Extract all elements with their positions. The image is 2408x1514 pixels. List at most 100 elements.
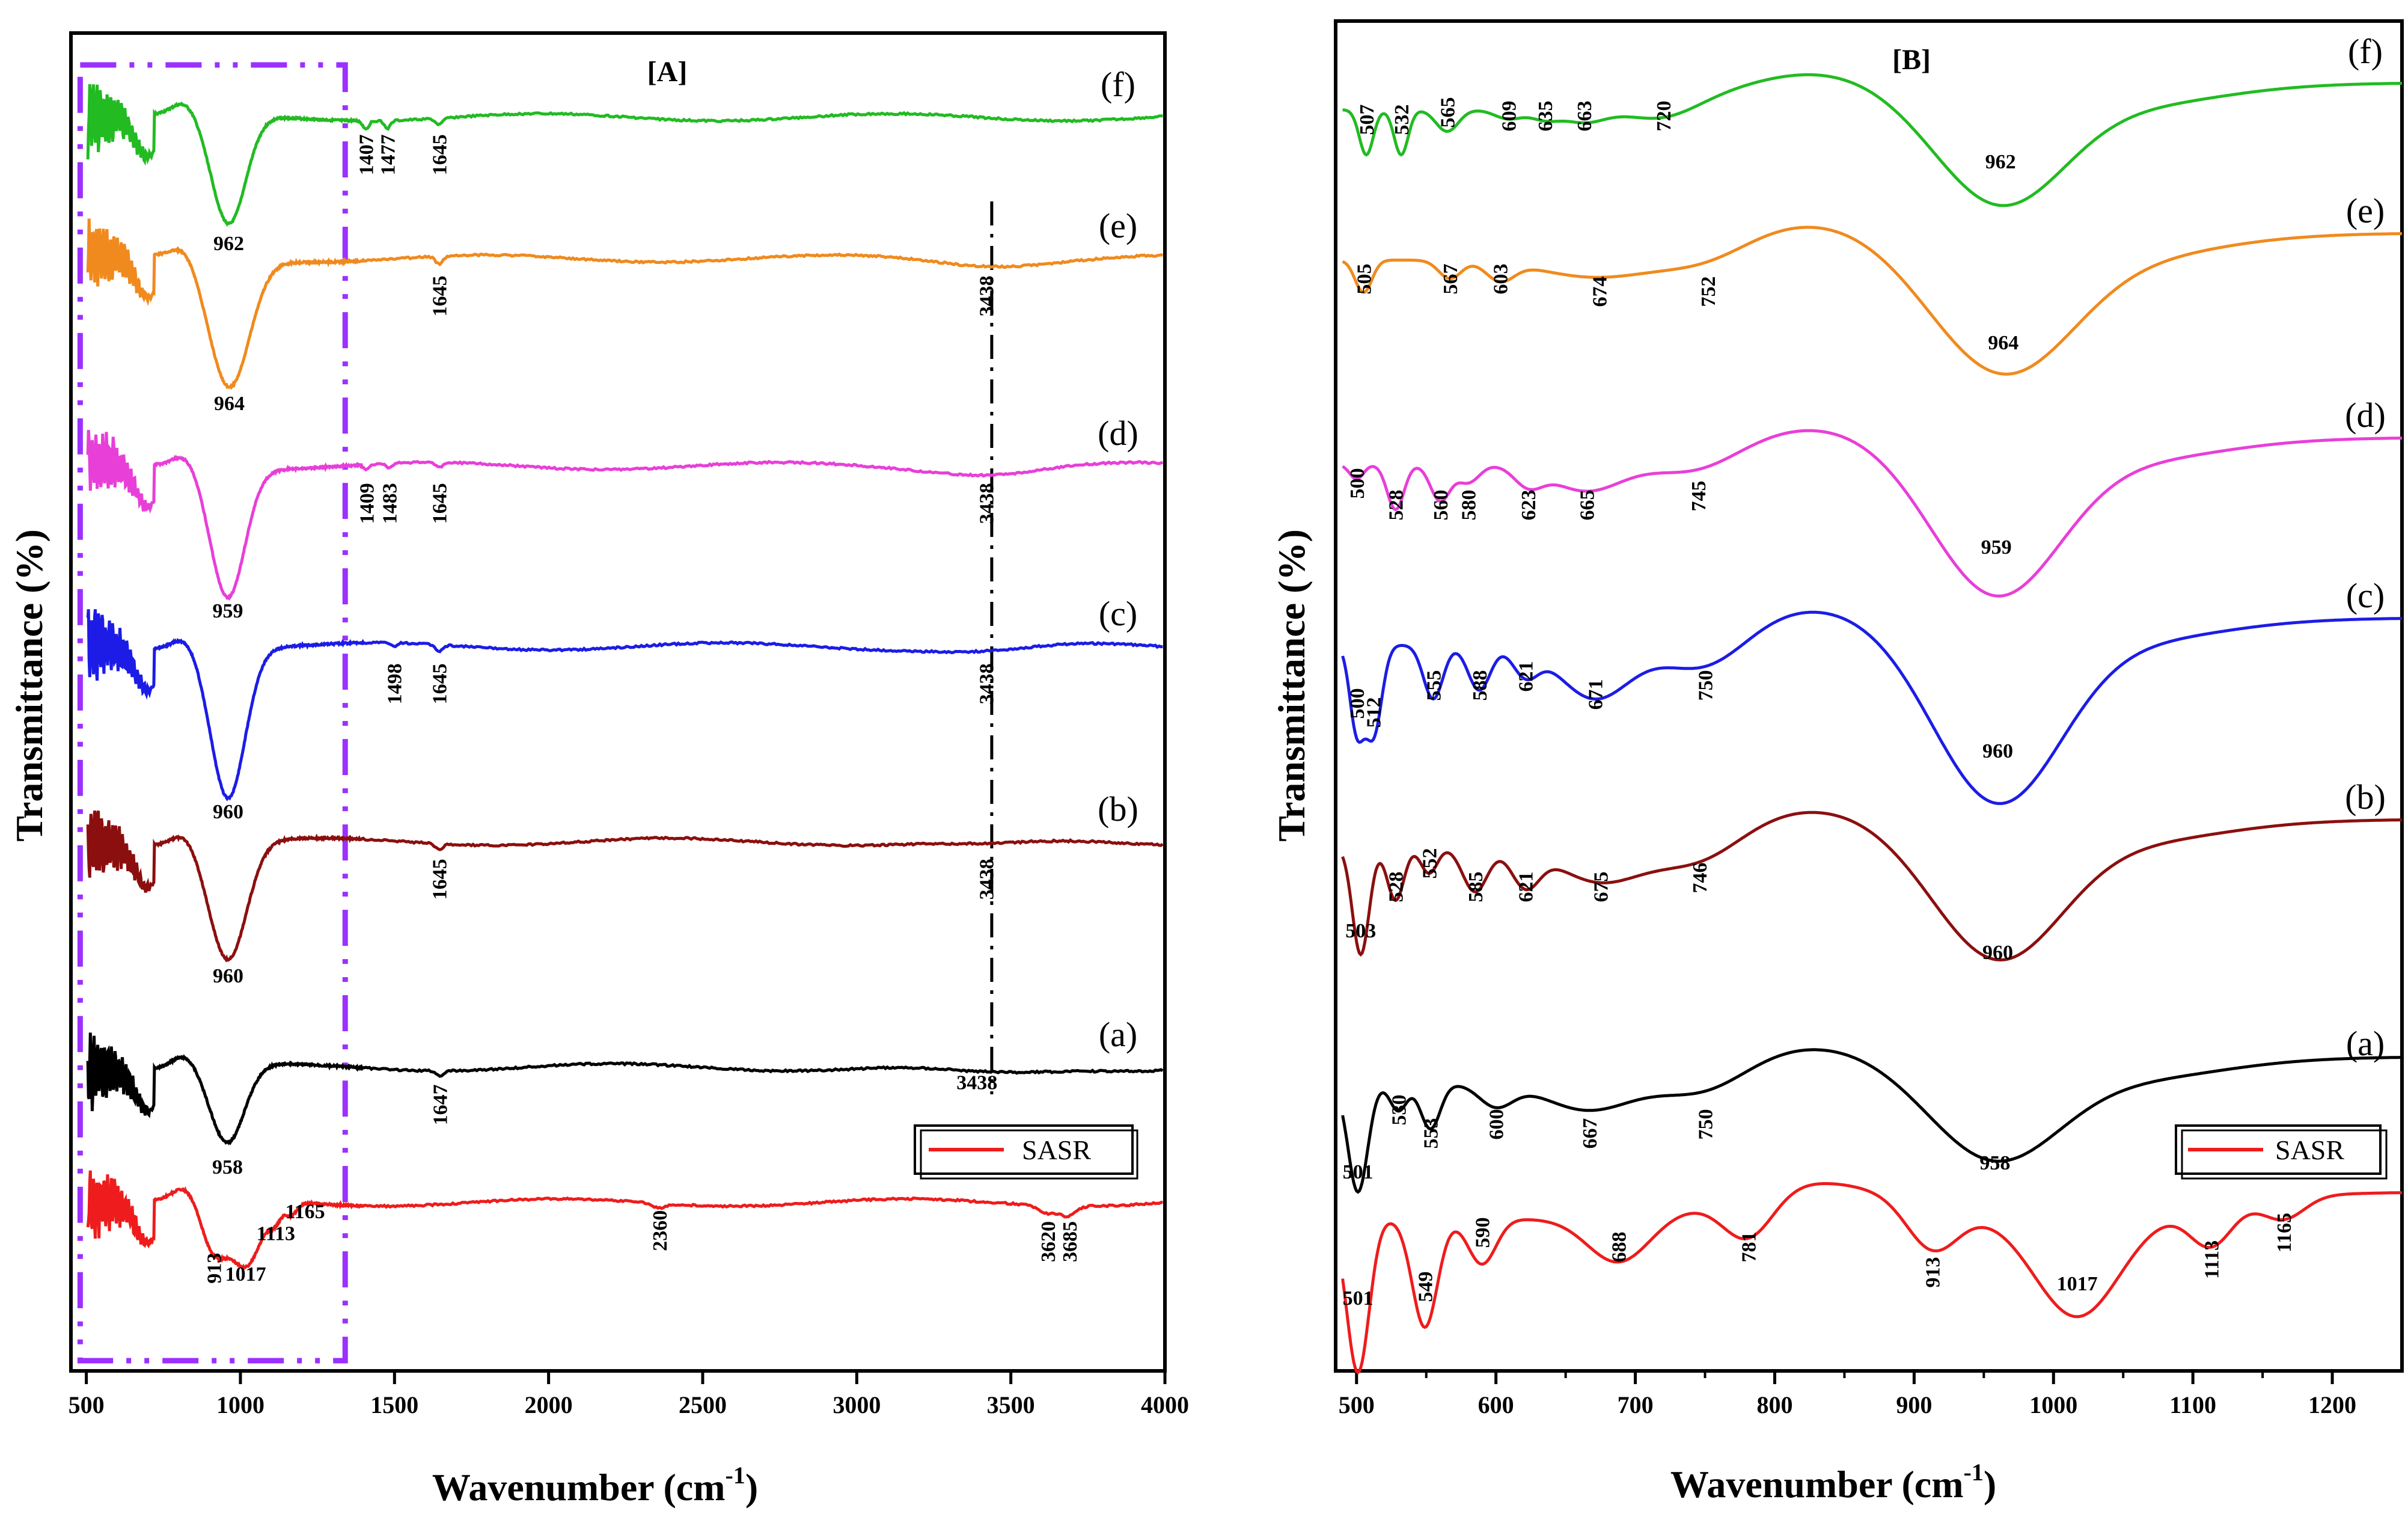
- panel-a: [A] Transmittance (%) Wavenumber (cm-1) …: [8, 31, 1189, 1509]
- panel-b-peak-label: 913: [1922, 1257, 1945, 1288]
- panel-a-peak-label: 3438: [976, 483, 998, 524]
- panel-a-peak-label: 1409: [356, 483, 379, 524]
- panel-b-peak-label: 549: [1414, 1272, 1437, 1302]
- panel-b-peak-label: 580: [1458, 490, 1480, 521]
- panel-b-curve-c: [1341, 610, 2402, 805]
- panel-a-peak-label: 959: [212, 600, 243, 622]
- panel-b-peak-label: 958: [1979, 1152, 2010, 1174]
- panel-b-peak-label: 528: [1386, 490, 1408, 521]
- panel-a-peak-label: 1017: [225, 1263, 266, 1286]
- panel-b-peak-label: 590: [1471, 1218, 1494, 1248]
- panel-a-curve-tag-d: (d): [1098, 414, 1138, 453]
- panel-b-peak-label: 960: [1982, 942, 2013, 964]
- panel-a-highlight-box: [77, 62, 348, 1364]
- panel-b-xtick-label: 1100: [2169, 1391, 2216, 1418]
- panel-a-curve-c: [86, 609, 1163, 801]
- panel-b-peak-label: 621: [1515, 872, 1537, 903]
- panel-b-peak-label: 746: [1689, 863, 1711, 893]
- panel-a-curve-tag-c: (c): [1099, 594, 1137, 633]
- panel-b-legend: SASR: [2175, 1124, 2388, 1180]
- panel-b-curve-tag-f: (f): [2348, 32, 2383, 71]
- panel-b-peak-label: 530: [1388, 1095, 1410, 1126]
- panel-b-peak-label: 750: [1695, 1109, 1717, 1140]
- panel-a-peak-label: 962: [213, 233, 244, 255]
- panel-a-peak-label: 3438: [956, 1071, 997, 1094]
- panel-a-xtick-label: 4000: [1141, 1391, 1189, 1418]
- panel-b-curve-tag-a: (a): [2346, 1024, 2385, 1063]
- panel-b-peak-label: 665: [1576, 490, 1598, 521]
- panel-b-peak-label: 560: [1430, 490, 1452, 521]
- panel-b-peak-label: 621: [1515, 661, 1537, 692]
- panel-b-curve-tag-c: (c): [2346, 576, 2385, 615]
- panel-b-peak-label: 552: [1419, 848, 1441, 879]
- panel-b-peak-label: 553: [1420, 1118, 1443, 1149]
- panel-a-peak-label: 1407: [356, 134, 378, 175]
- panel-a-xtick-label: 3000: [833, 1391, 881, 1418]
- panel-a-xtick-label: 2000: [525, 1391, 573, 1418]
- panel-b-xtick-label: 900: [1896, 1391, 1932, 1418]
- panel-b-peak-label: 505: [1353, 264, 1375, 295]
- panel-b-peak-label: 623: [1518, 490, 1540, 521]
- panel-b-peak-label: 671: [1584, 679, 1607, 710]
- panel-b-peak-label: 959: [1981, 536, 2012, 559]
- panel-b-curve-d: [1342, 429, 2402, 598]
- panel-a-legend: SASR: [914, 1124, 1138, 1180]
- panel-b-peak-label: 501: [1343, 1161, 1374, 1183]
- panel-b-xtick-label: 1200: [2308, 1391, 2356, 1418]
- panel-b-peak-label: 667: [1579, 1118, 1601, 1149]
- panel-a-xtick-label: 2500: [679, 1391, 727, 1418]
- panel-b-xtick-label: 600: [1478, 1391, 1514, 1418]
- panel-a-peak-label: 1498: [384, 663, 406, 704]
- panel-a-curve-d: [86, 429, 1164, 601]
- panel-a-xtick-label: 500: [69, 1391, 105, 1418]
- panel-a-xtick-label: 1000: [216, 1391, 264, 1418]
- panel-a-peak-label: 3438: [976, 275, 998, 316]
- panel-b-xlabel: Wavenumber (cm-1): [1670, 1459, 1996, 1506]
- panel-a-curve-b: [86, 810, 1164, 963]
- panel-b-peak-label: 507: [1356, 105, 1378, 135]
- panel-b-legend-text: SASR: [2275, 1135, 2344, 1165]
- panel-b-peak-label: 1165: [2273, 1213, 2296, 1252]
- panel-b-title: [B]: [1892, 44, 1931, 76]
- panel-b-xtick-label: 800: [1756, 1391, 1792, 1418]
- panel-b-peak-label: 503: [1345, 920, 1376, 942]
- panel-b-xtick-label: 500: [1339, 1391, 1375, 1418]
- panel-a-curve-tag-e: (e): [1099, 206, 1137, 245]
- panel-b-curve-tag-d: (d): [2345, 396, 2386, 435]
- panel-b-peak-label: 688: [1609, 1232, 1631, 1263]
- panel-b-curve-f: [1342, 73, 2402, 207]
- panel-b-legend-shadow: [2181, 1129, 2388, 1180]
- panel-b-peak-label: 674: [1589, 277, 1611, 307]
- panel-a-peak-label: 960: [213, 965, 243, 987]
- panel-a-frame: [69, 31, 1167, 1373]
- panel-a-curve-e: [86, 218, 1164, 390]
- panel-a-curve-f: [86, 84, 1163, 227]
- panel-a-xtick-label: 1500: [370, 1391, 418, 1418]
- panel-a-peak-label: 3438: [976, 663, 998, 704]
- panel-b-peak-label: 501: [1343, 1287, 1374, 1310]
- panel-b-curve-tag-b: (b): [2345, 777, 2386, 817]
- panel-a-peak-label: 960: [213, 801, 243, 823]
- panel-b-peak-label: 964: [1988, 332, 2018, 354]
- panel-a-peak-label: 1647: [430, 1084, 452, 1125]
- panel-b-peak-label: 781: [1738, 1232, 1760, 1263]
- panel-a-xlabel: Wavenumber (cm-1): [432, 1462, 758, 1509]
- panel-b-curve-e: [1342, 225, 2402, 376]
- panel-a-legend-text: SASR: [1022, 1135, 1091, 1165]
- panel-b: [B] Transmittance (%) Wavenumber (cm-1) …: [1270, 19, 2404, 1506]
- panel-b-peak-label: 603: [1490, 264, 1512, 295]
- panel-a-peak-label: 1645: [429, 134, 451, 175]
- panel-a-curve-tag-a: (a): [1099, 1015, 1137, 1054]
- panel-b-ylabel: Transmittance (%): [1270, 529, 1313, 842]
- panel-b-curve-a: [1341, 1048, 2402, 1194]
- panel-b-peak-label: 585: [1465, 872, 1487, 903]
- panel-b-peak-label: 745: [1688, 481, 1710, 512]
- panel-a-peak-label: 3685: [1059, 1221, 1081, 1262]
- panel-a-peak-label: 1477: [377, 134, 400, 175]
- panel-a-peak-label: 958: [212, 1156, 243, 1178]
- panel-a-peak-label: 1645: [429, 663, 451, 704]
- panel-b-peak-label: 500: [1346, 688, 1369, 719]
- panel-a-curve-SASR: [86, 1170, 1163, 1272]
- panel-b-peak-label: 752: [1698, 277, 1720, 307]
